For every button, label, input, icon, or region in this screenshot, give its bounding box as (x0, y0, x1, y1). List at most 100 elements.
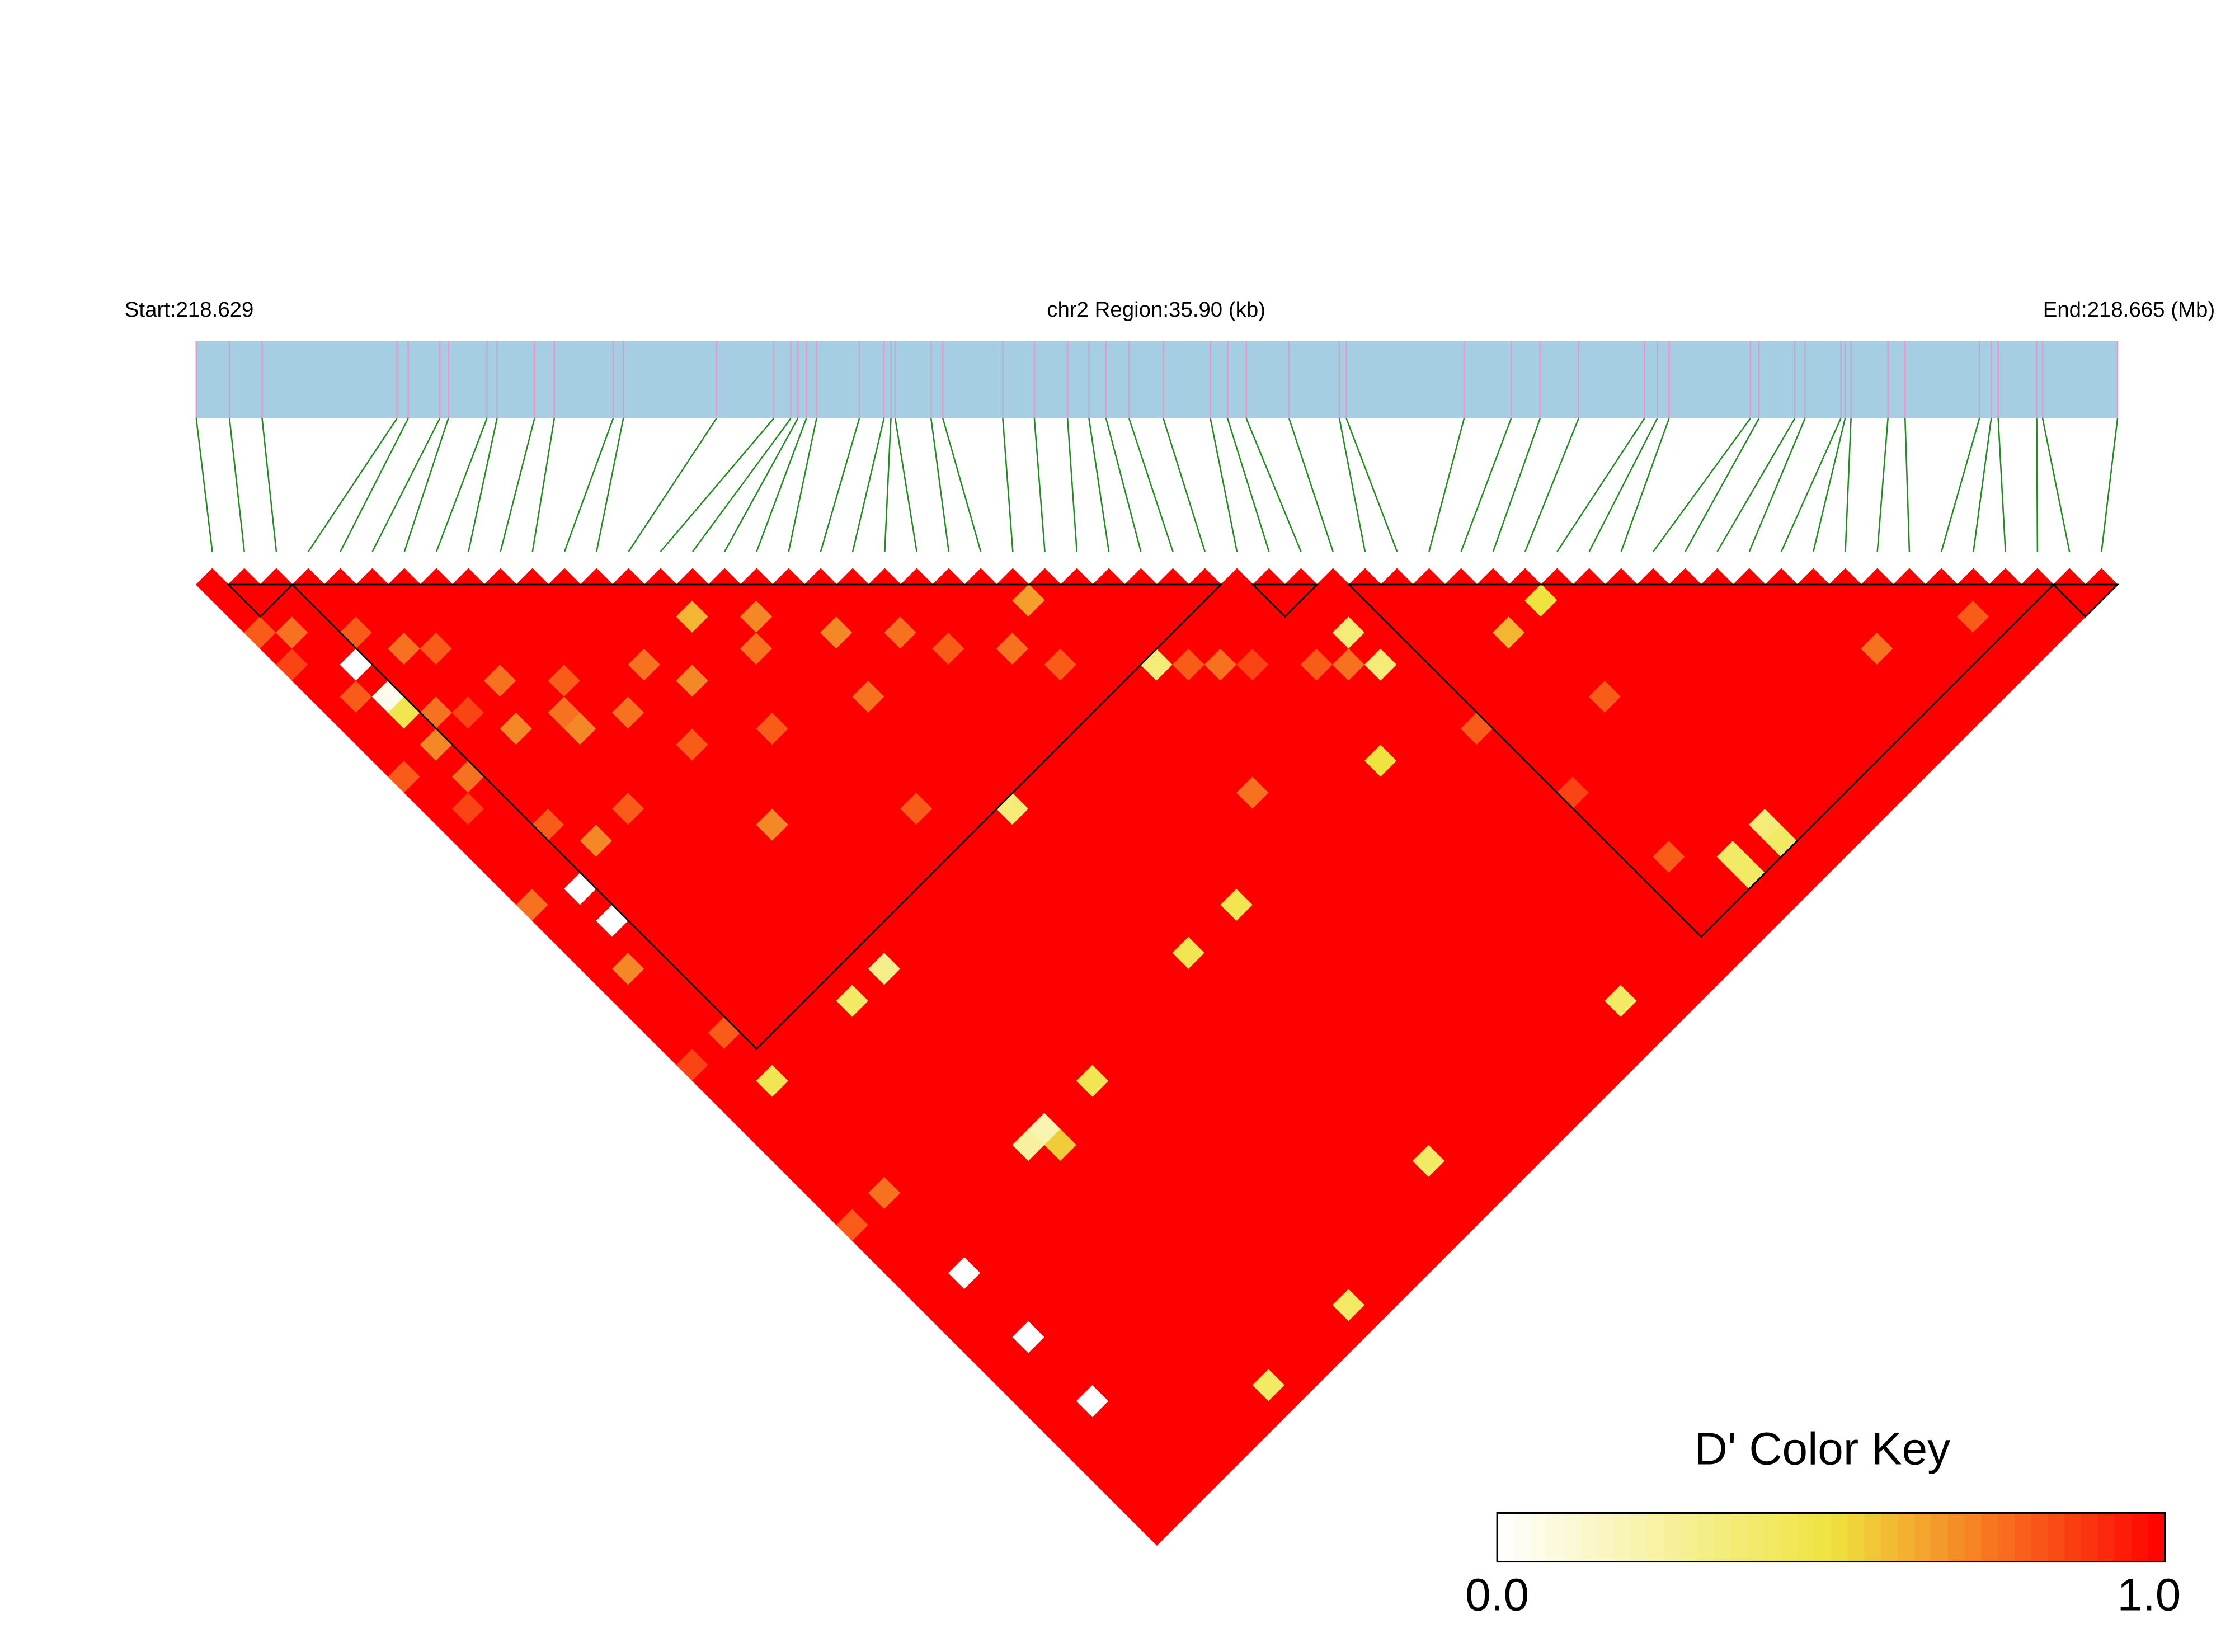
snp-link (1997, 418, 2006, 552)
color-key-swatch (1730, 1513, 1748, 1562)
start-label: Start:218.629 (125, 298, 254, 322)
snp-link (1685, 418, 1760, 552)
snp-link (1345, 418, 1398, 552)
color-key-swatch (2148, 1513, 2166, 1562)
color-key-swatch (1497, 1513, 1514, 1562)
snp-link (1460, 418, 1512, 552)
snp-link (371, 418, 441, 552)
color-key-swatch (2015, 1513, 2032, 1562)
color-key-swatch (1747, 1513, 1765, 1562)
snp-link (851, 418, 885, 552)
snp-link (228, 418, 245, 552)
snp-link (756, 418, 807, 552)
snp-link (1226, 418, 1270, 552)
color-key-swatch (1781, 1513, 1799, 1562)
snp-link (1163, 418, 1206, 552)
snp-link (628, 418, 717, 552)
snp-link (1033, 418, 1046, 552)
color-key-swatch (1547, 1513, 1565, 1562)
snp-link (1653, 418, 1751, 552)
snp-link (2101, 418, 2119, 552)
region-bar (196, 341, 2118, 418)
ld-block (290, 583, 1223, 1050)
color-key-swatch (1998, 1513, 2016, 1562)
color-key-swatch (1947, 1513, 1965, 1562)
snp-link (563, 418, 614, 552)
color-key-swatch (2131, 1513, 2149, 1562)
snp-link (884, 418, 892, 552)
color-key-swatch (2115, 1513, 2132, 1562)
color-key-swatch (2064, 1513, 2082, 1562)
color-key-title: D' Color Key (1695, 1423, 1950, 1474)
color-key-swatch (1513, 1513, 1531, 1562)
snp-link (1588, 418, 1658, 552)
ld-block (2052, 583, 2120, 618)
color-key-label: 1.0 (2117, 1570, 2181, 1621)
color-key-swatch (2048, 1513, 2065, 1562)
color-key-swatch (1580, 1513, 1598, 1562)
color-key-swatch (1847, 1513, 1865, 1562)
snp-link (942, 418, 982, 552)
snp-link (1620, 418, 1670, 552)
snp-link (1556, 418, 1645, 552)
color-key-swatch (1964, 1513, 1982, 1562)
snp-link (1524, 418, 1579, 552)
color-key-swatch (1981, 1513, 1999, 1562)
snp-link (1492, 418, 1541, 552)
color-key-swatch (1898, 1513, 1916, 1562)
color-key-border (1496, 1512, 2166, 1563)
color-key-swatch (1697, 1513, 1715, 1562)
color-key-swatch (2031, 1513, 2049, 1562)
snp-link (403, 418, 449, 552)
snp-link (1002, 418, 1014, 552)
color-key-swatch (2081, 1513, 2099, 1562)
color-key-swatch (2098, 1513, 2116, 1562)
snp-link (1128, 418, 1174, 552)
color-key-swatch (1931, 1513, 1949, 1562)
color-key-swatch (1798, 1513, 1815, 1562)
snp-link (1088, 418, 1110, 552)
snp-link (1066, 418, 1078, 552)
color-key-swatch (1564, 1513, 1582, 1562)
snp-link (1845, 418, 1852, 552)
color-key-swatch (1647, 1513, 1665, 1562)
ld-block (226, 583, 294, 618)
color-key-swatch (1530, 1513, 1548, 1562)
snp-link (261, 418, 277, 552)
color-key-swatch (1613, 1513, 1631, 1562)
snp-link (1716, 418, 1796, 552)
color-key-swatch (1814, 1513, 1832, 1562)
snp-link (1428, 418, 1465, 552)
color-key-swatch (1864, 1513, 1882, 1562)
snp-link (724, 418, 799, 552)
snp-link (691, 418, 792, 552)
snp-link (1940, 418, 1980, 552)
snp-link (1748, 418, 1806, 552)
snp-link (435, 418, 488, 552)
snp-link (1904, 418, 1911, 552)
snp-link (1105, 418, 1142, 552)
ld-block (1347, 583, 2055, 938)
color-key-swatch (1664, 1513, 1682, 1562)
snp-link (2036, 418, 2039, 552)
snp-link (308, 418, 398, 552)
color-key-swatch (1831, 1513, 1848, 1562)
snp-link (1973, 418, 1992, 552)
snp-link (340, 418, 409, 552)
snp-link (531, 418, 556, 552)
snp-link (195, 418, 213, 552)
snp-link (930, 418, 950, 552)
color-key-label: 0.0 (1465, 1570, 1529, 1621)
snp-link (1813, 418, 1846, 552)
snp-link (2041, 418, 2071, 552)
snp-link (788, 418, 817, 552)
color-key-swatch (1681, 1513, 1698, 1562)
snp-link (894, 418, 917, 552)
color-key-swatch (1914, 1513, 1932, 1562)
snp-link (1245, 418, 1302, 552)
snp-link (820, 418, 860, 552)
snp-link (1288, 418, 1334, 552)
snp-link (500, 418, 535, 552)
